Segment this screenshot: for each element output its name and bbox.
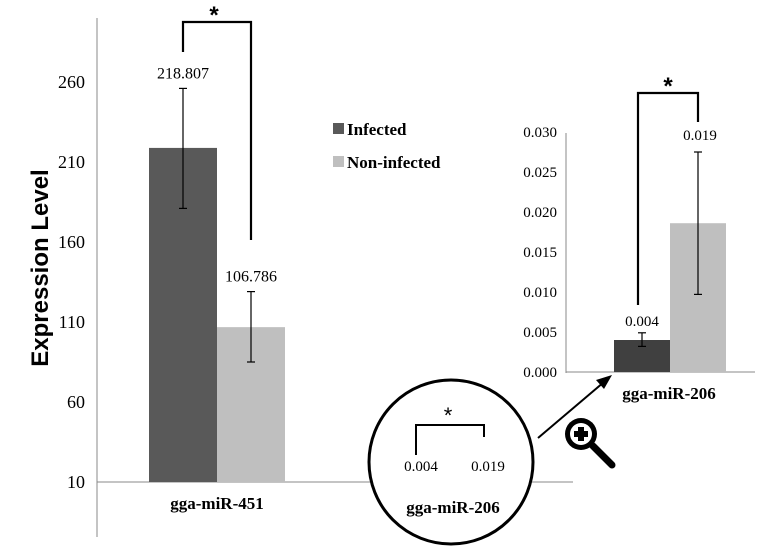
inset-y-tick-label: 0.000 bbox=[523, 365, 557, 381]
value-label: 106.786 bbox=[225, 269, 277, 286]
zoom-circle-outline bbox=[367, 378, 535, 546]
y-tick-label: 10 bbox=[67, 472, 85, 492]
inset-x-tick-label: gga-miR-206 bbox=[622, 384, 715, 403]
legend-swatch-non-infected bbox=[333, 156, 344, 167]
legend-label-infected: Infected bbox=[347, 120, 407, 139]
significance-bracket bbox=[181, 20, 253, 240]
inset-significance-bracket bbox=[636, 91, 700, 305]
y-tick-label: 210 bbox=[58, 152, 85, 172]
inset-value-label: 0.004 bbox=[625, 314, 659, 330]
inset-y-tick-label: 0.025 bbox=[523, 165, 557, 181]
legend: Infected Non-infected bbox=[333, 120, 441, 172]
zoom-value-infected: 0.004 bbox=[404, 459, 438, 475]
significance-star: * bbox=[209, 2, 219, 29]
inset-y-tick-label: 0.010 bbox=[523, 285, 557, 301]
zoom-significance-bracket bbox=[415, 424, 485, 455]
zoom-category-label: gga-miR-206 bbox=[406, 498, 499, 517]
y-axis-title: Expression Level bbox=[27, 169, 54, 366]
x-tick-label: gga-miR-451 bbox=[170, 494, 263, 513]
zoom-value-non-infected: 0.019 bbox=[471, 459, 505, 475]
y-tick-label: 260 bbox=[58, 72, 85, 92]
main-chart: Expression Level -401060110160210260 218… bbox=[27, 2, 573, 537]
inset-y-tick-label: 0.015 bbox=[523, 245, 557, 261]
y-tick-label: 110 bbox=[59, 312, 85, 332]
zoom-circle: * 0.004 0.019 gga-miR-206 bbox=[367, 378, 535, 546]
inset-significance-star: * bbox=[663, 73, 673, 100]
value-label: 218.807 bbox=[157, 65, 209, 82]
legend-label-non-infected: Non-infected bbox=[347, 153, 441, 172]
inset-y-tick-label: 0.030 bbox=[523, 125, 557, 141]
inset-y-tick-label: 0.020 bbox=[523, 205, 557, 221]
inset-chart: 0.000 0.005 0.010 0.015 0.020 0.025 0.030 0.00… bbox=[523, 73, 755, 403]
zoom-significance-star: * bbox=[444, 403, 453, 428]
inset-value-label: 0.019 bbox=[683, 128, 717, 144]
zoom-arrow bbox=[537, 375, 612, 439]
inset-y-tick-label: 0.005 bbox=[523, 325, 557, 341]
y-tick-label: 160 bbox=[58, 232, 85, 252]
magnifier-plus-icon bbox=[565, 418, 616, 469]
legend-swatch-infected bbox=[333, 123, 344, 134]
y-tick-label: 60 bbox=[67, 392, 85, 412]
